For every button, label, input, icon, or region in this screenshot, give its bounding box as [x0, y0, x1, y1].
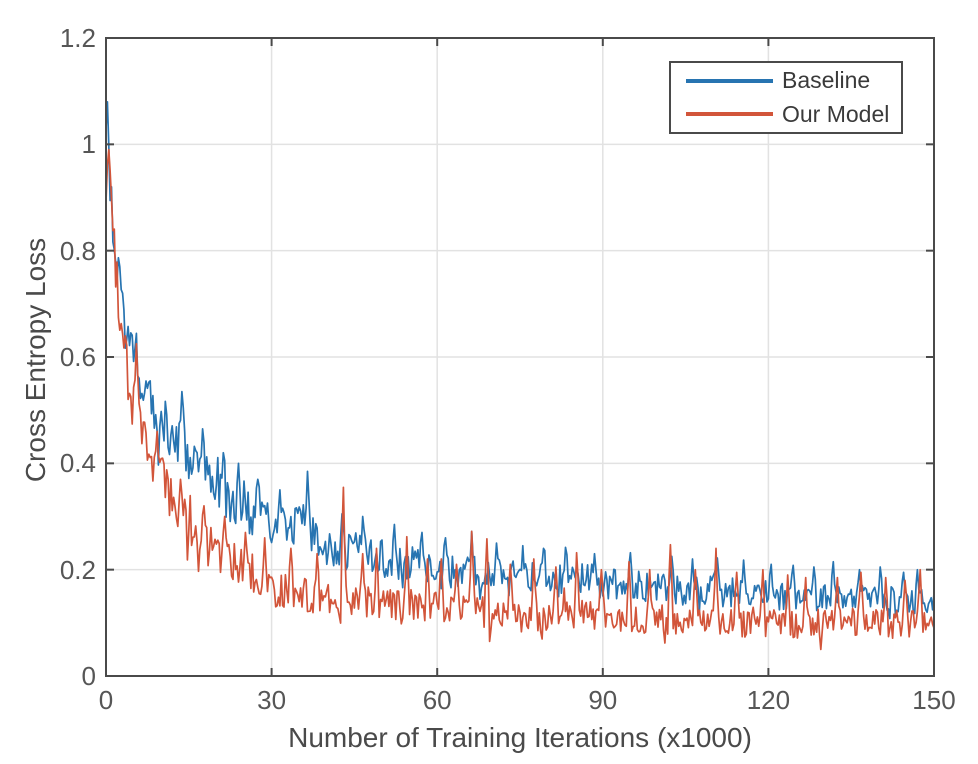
x-tick-label-30: 30 [257, 685, 287, 715]
x-tick-label-90: 90 [588, 685, 618, 715]
y-tick-label-0.8: 0.8 [59, 235, 96, 266]
y-tick-label-0.2: 0.2 [59, 554, 96, 585]
y-tick-label-1: 1 [81, 129, 96, 160]
legend-label-baseline: Baseline [782, 67, 871, 94]
legend: Baseline Our Model [669, 61, 903, 134]
series-line-0 [106, 100, 934, 620]
x-tick-label-0: 0 [98, 685, 114, 715]
y-tick-label-0.6: 0.6 [59, 342, 96, 372]
legend-label-our-model: Our Model [782, 100, 890, 127]
x-tick-label-120: 120 [746, 685, 791, 715]
legend-entry-our-model: Our Model [671, 98, 901, 130]
y-tick-label-0.4: 0.4 [59, 448, 96, 479]
y-axis-label: Cross Entropy Loss [20, 237, 51, 483]
legend-line-our-model [686, 112, 773, 117]
y-tick-label-1.2: 1.2 [59, 23, 96, 53]
series-line-1 [106, 148, 934, 651]
x-tick-label-150: 150 [912, 685, 956, 715]
legend-line-baseline [686, 78, 773, 83]
legend-entry-baseline: Baseline [671, 65, 901, 97]
x-axis-label: Number of Training Iterations (x1000) [288, 722, 752, 753]
y-tick-label-0: 0 [81, 661, 96, 691]
x-tick-label-60: 60 [422, 685, 452, 715]
